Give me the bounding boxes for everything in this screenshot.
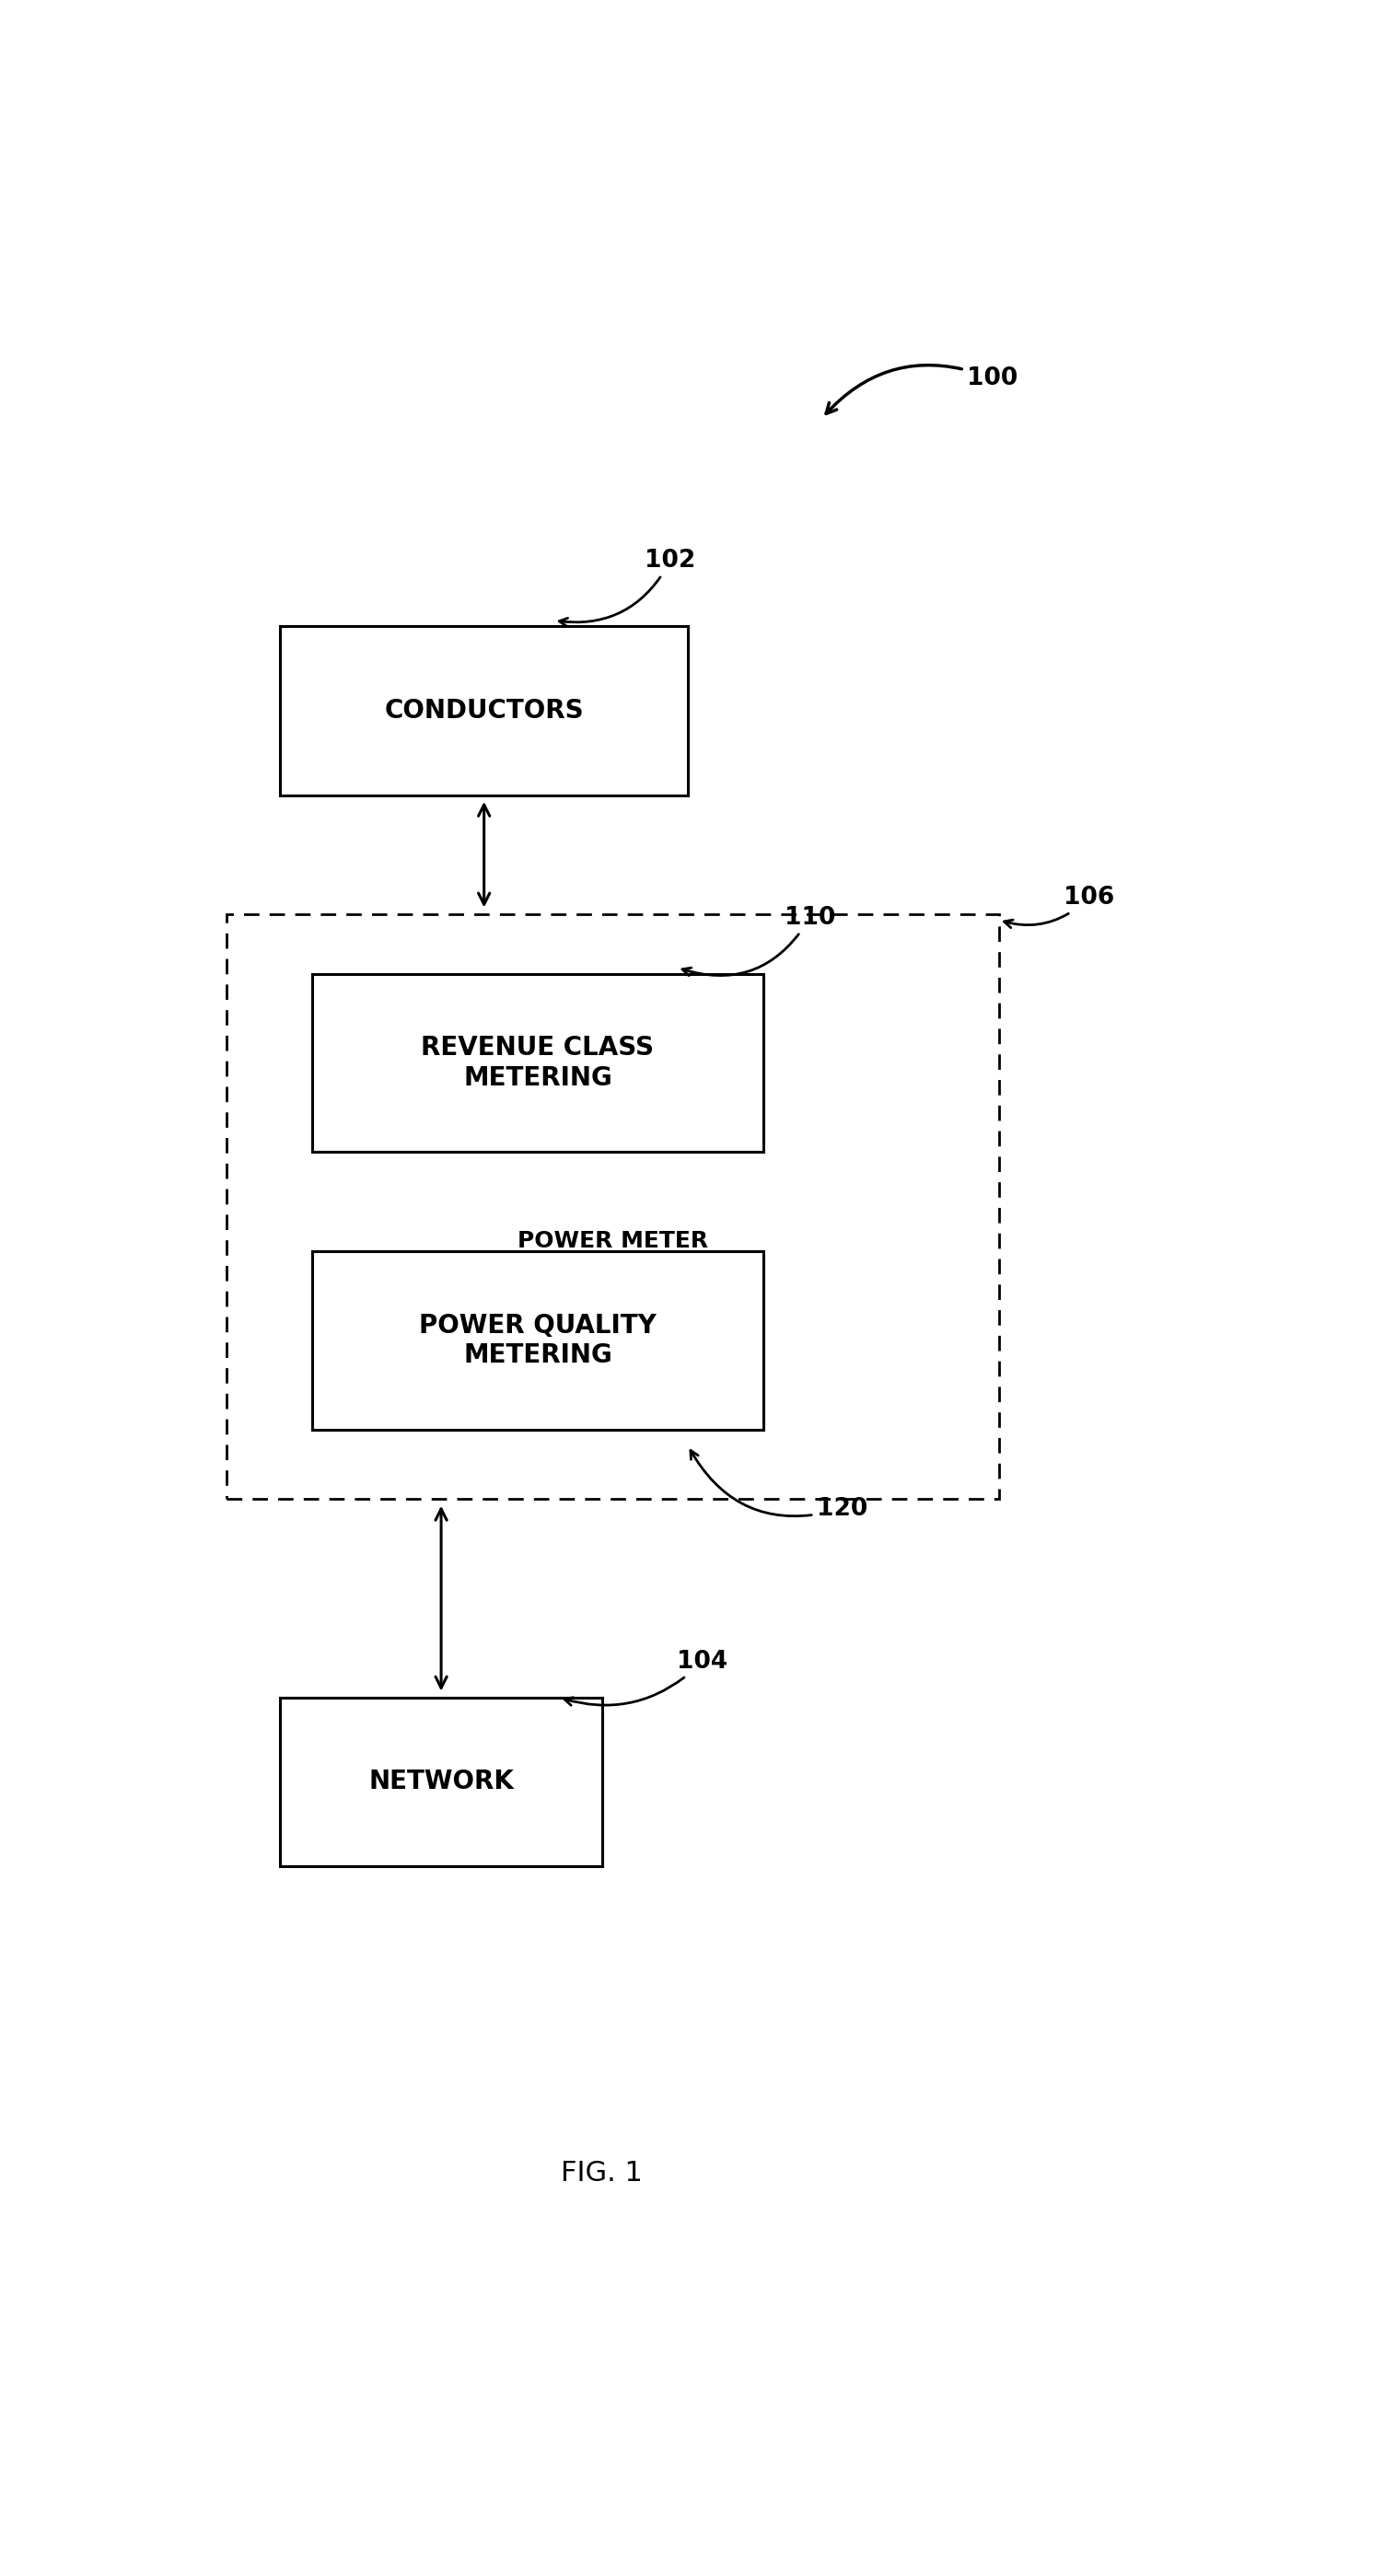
FancyBboxPatch shape xyxy=(280,1698,602,1865)
Text: 106: 106 xyxy=(1005,886,1114,927)
FancyBboxPatch shape xyxy=(313,1252,763,1430)
Text: POWER METER: POWER METER xyxy=(518,1231,709,1252)
Text: 110: 110 xyxy=(682,907,836,976)
Text: CONDUCTORS: CONDUCTORS xyxy=(385,698,584,724)
Text: 104: 104 xyxy=(565,1649,728,1705)
Text: FIG. 1: FIG. 1 xyxy=(561,2161,644,2187)
FancyBboxPatch shape xyxy=(313,974,763,1151)
Text: REVENUE CLASS
METERING: REVENUE CLASS METERING xyxy=(421,1036,655,1090)
Text: NETWORK: NETWORK xyxy=(368,1770,513,1795)
Text: 120: 120 xyxy=(691,1450,868,1520)
Text: POWER QUALITY
METERING: POWER QUALITY METERING xyxy=(419,1314,656,1368)
FancyBboxPatch shape xyxy=(280,626,688,796)
Text: 100: 100 xyxy=(826,366,1017,415)
Text: 102: 102 xyxy=(559,549,696,626)
